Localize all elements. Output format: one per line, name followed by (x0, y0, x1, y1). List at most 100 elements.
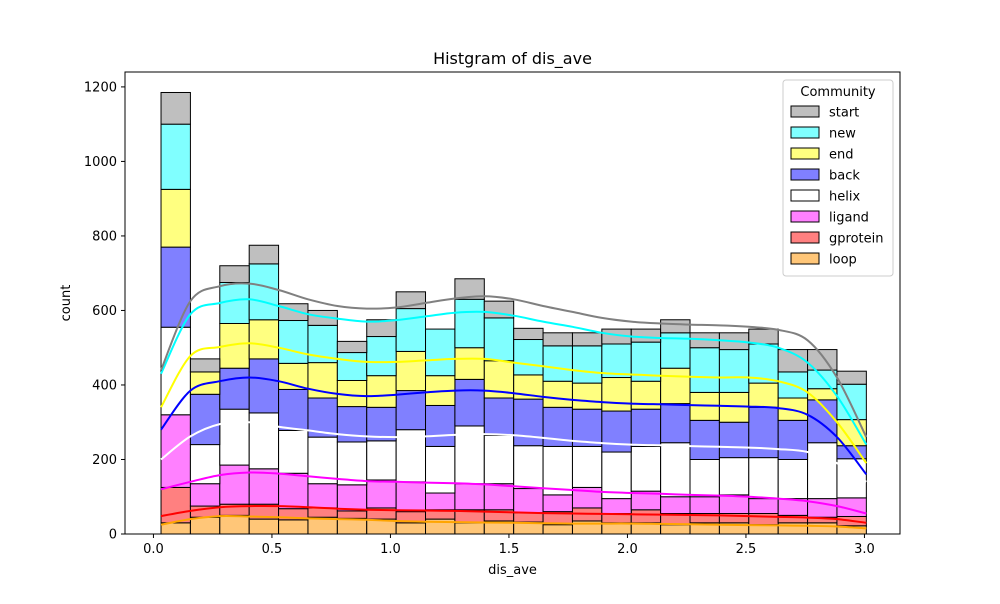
legend-label-end: end (829, 148, 854, 163)
bar-gprotein-20 (748, 513, 779, 526)
bar-ligand-7 (366, 479, 397, 509)
bar-back-10 (454, 378, 485, 427)
bar-back-16 (630, 408, 662, 447)
legend: Community start new end back helix ligand gpro… (782, 79, 894, 277)
bar-ligand-8 (395, 481, 427, 513)
legend-label-gprotein: gprotein (829, 232, 883, 247)
bar-gprotein-12 (513, 512, 544, 523)
bar-new-6 (336, 352, 368, 381)
bar-helix-20 (748, 457, 779, 500)
kde-line-end (160, 342, 868, 464)
kde-line-loop (160, 514, 867, 530)
bar-back-17 (660, 403, 691, 444)
bar-ligand-10 (454, 483, 485, 511)
bar-back-15 (601, 410, 632, 453)
bar-loop-2 (219, 514, 250, 535)
bar-loop-1 (189, 516, 221, 535)
bar-gprotein-0 (160, 486, 191, 524)
y-axis-label: count (59, 285, 74, 322)
bar-loop-17 (660, 524, 691, 535)
x-tick-label: 1.0 (380, 542, 401, 557)
y-tick-label: 0 (109, 528, 117, 543)
legend-swatch-start (790, 105, 820, 118)
legend-items: start new end back helix ligand gprotein loop (790, 105, 883, 268)
bar-ligand-18 (689, 496, 720, 515)
bar-start-17 (660, 319, 691, 334)
bar-helix-14 (571, 445, 603, 488)
bar-end-8 (395, 350, 427, 392)
bar-back-18 (689, 419, 720, 460)
bar-start-10 (454, 278, 485, 300)
bar-new-19 (718, 349, 750, 393)
bar-end-0 (160, 188, 191, 248)
bar-new-20 (748, 343, 779, 384)
bar-back-11 (483, 397, 515, 436)
bar-ligand-4 (278, 472, 309, 510)
x-axis-label: dis_ave (488, 563, 537, 578)
bar-end-20 (748, 382, 779, 408)
chart-title: Histgram of dis_ave (433, 49, 592, 69)
bar-back-12 (513, 398, 544, 447)
bar-ligand-9 (425, 492, 456, 511)
bar-ligand-13 (542, 494, 573, 513)
bar-helix-21 (777, 458, 809, 500)
bar-ligand-11 (483, 483, 515, 511)
bar-helix-18 (689, 458, 720, 498)
bar-start-20 (748, 328, 779, 345)
y-tick-label: 400 (92, 378, 117, 393)
x-tick-label: 0.0 (143, 542, 164, 557)
bar-helix-3 (248, 412, 280, 470)
legend-swatch-new (790, 126, 820, 139)
kde-line-helix (160, 420, 867, 483)
bar-ligand-2 (219, 464, 250, 505)
bar-back-8 (395, 390, 427, 431)
legend-label-helix: helix (829, 190, 860, 205)
series-bars-loop (160, 514, 867, 535)
bar-new-0 (160, 123, 191, 190)
bar-ligand-17 (660, 496, 691, 515)
x-tick-label: 2.0 (617, 542, 638, 557)
bar-loop-4 (278, 519, 309, 535)
bars-layer (160, 91, 867, 535)
bar-back-2 (219, 367, 250, 410)
bar-helix-11 (483, 434, 515, 485)
bar-loop-8 (395, 522, 427, 535)
bar-start-3 (248, 244, 280, 265)
bar-helix-16 (630, 445, 662, 492)
bar-end-13 (542, 380, 573, 408)
bar-ligand-5 (307, 483, 338, 509)
legend-swatch-helix (790, 189, 820, 202)
bar-new-18 (689, 347, 720, 393)
bar-end-15 (601, 377, 632, 412)
bar-back-4 (278, 388, 309, 431)
bar-helix-7 (366, 440, 397, 481)
bar-new-3 (248, 263, 280, 321)
kde-line-start (160, 282, 868, 438)
bar-new-4 (278, 320, 309, 364)
bar-start-23 (836, 370, 867, 385)
bar-helix-6 (336, 441, 368, 486)
bar-helix-13 (542, 445, 573, 496)
bar-end-14 (571, 382, 603, 410)
legend-title: Community (800, 85, 876, 100)
x-tick-label: 1.5 (499, 542, 520, 557)
bar-loop-6 (336, 517, 368, 535)
legend-swatch-gprotein (790, 231, 820, 244)
bar-ligand-0 (160, 414, 191, 488)
bar-back-21 (777, 419, 809, 460)
bar-new-15 (601, 343, 632, 379)
series-bars-start (160, 91, 867, 385)
bar-loop-3 (248, 518, 280, 535)
bar-start-13 (542, 332, 573, 347)
legend-swatch-loop (790, 252, 820, 265)
bar-new-11 (483, 317, 515, 362)
bar-new-22 (807, 369, 838, 390)
bar-helix-2 (219, 408, 250, 466)
series-bars-ligand (160, 414, 867, 518)
bar-start-6 (336, 340, 368, 354)
legend-label-new: new (829, 127, 856, 142)
bar-new-10 (454, 298, 485, 349)
bar-back-19 (718, 421, 750, 459)
